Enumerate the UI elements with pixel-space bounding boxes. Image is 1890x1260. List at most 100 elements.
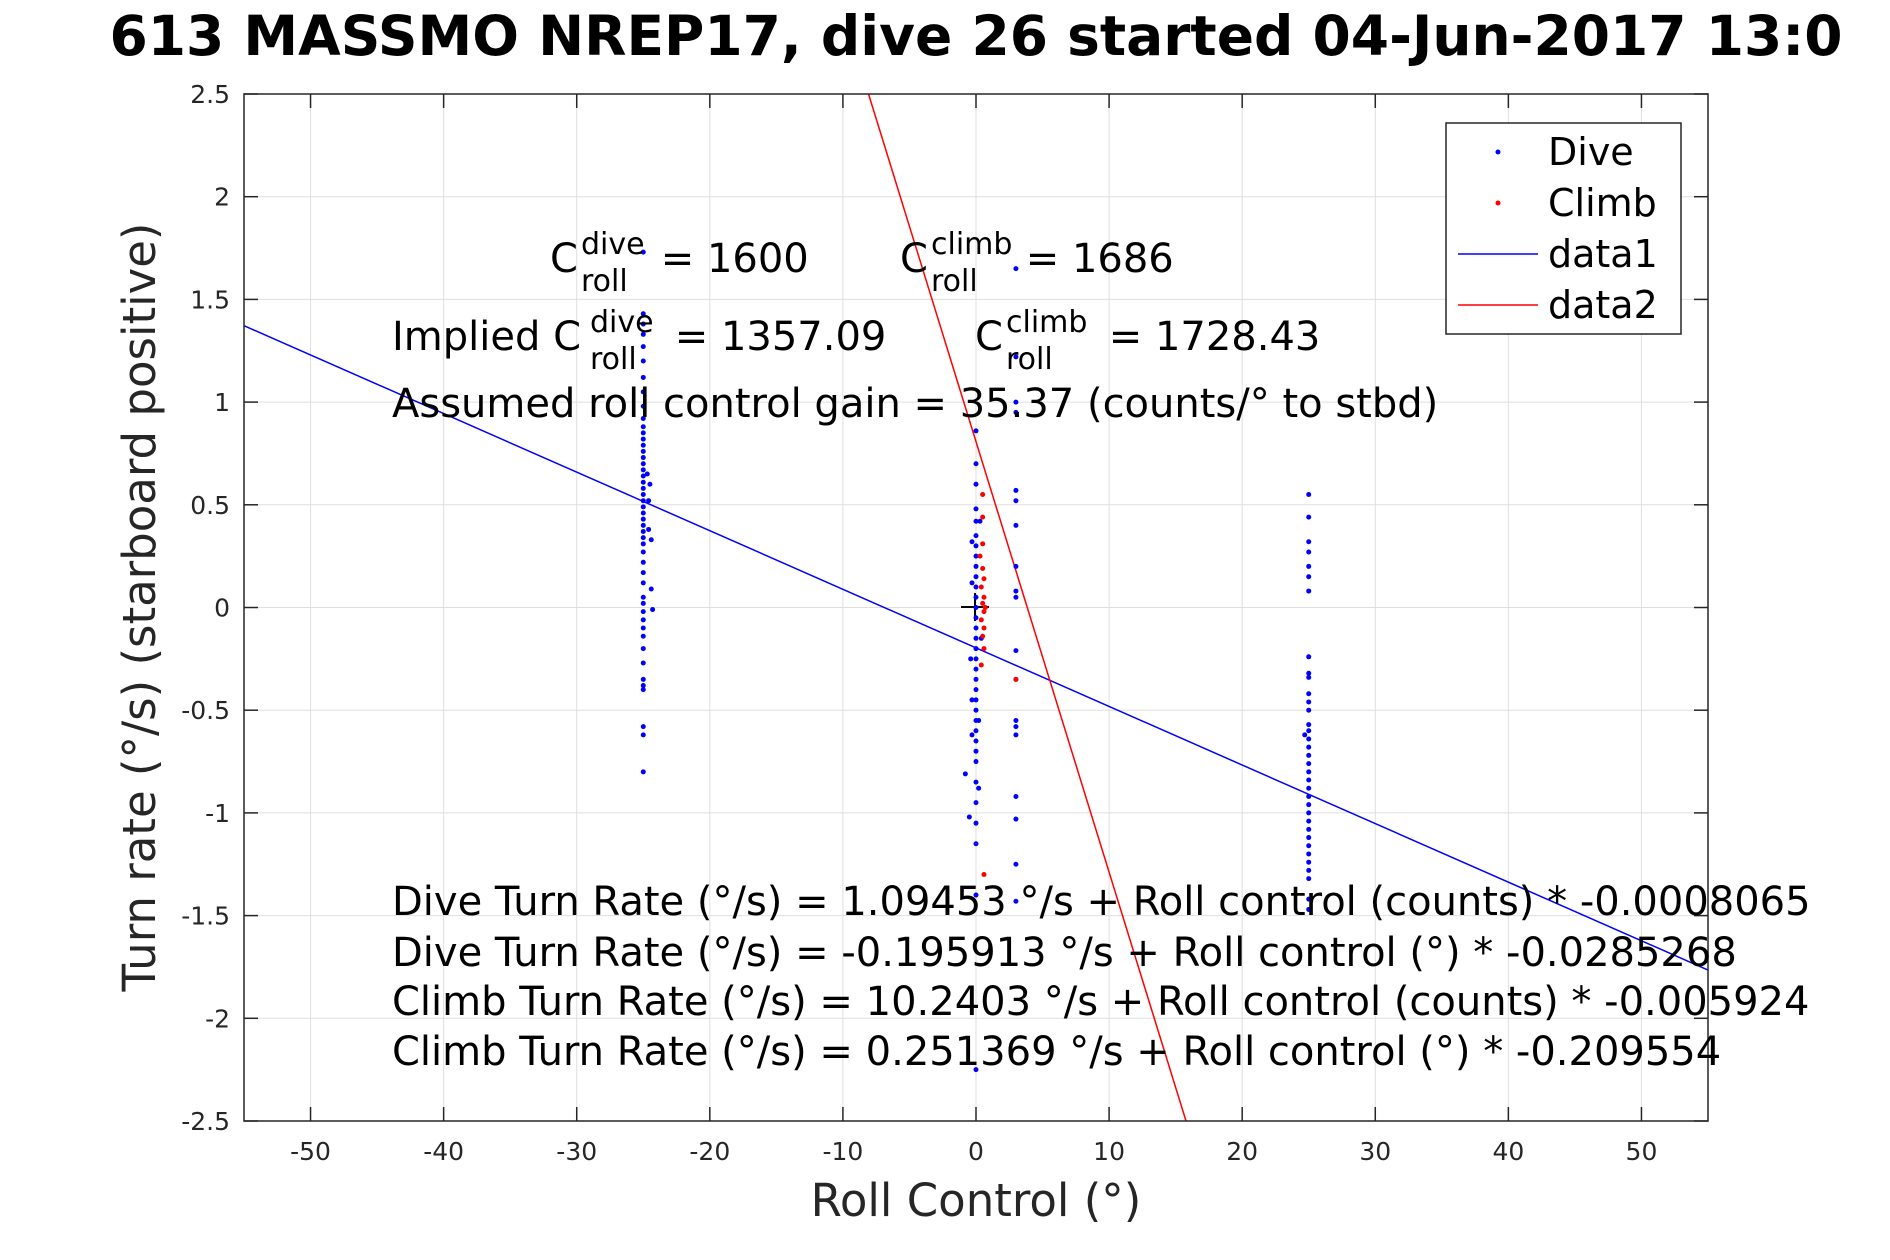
annotation-c-climb-base: C (900, 236, 928, 282)
legend-label-climb: Climb (1548, 181, 1657, 225)
dive-point (640, 461, 646, 467)
dive-point (640, 549, 646, 555)
dive-point (973, 615, 979, 621)
dive-point (640, 311, 646, 317)
dive-point (640, 594, 646, 600)
dive-point (1013, 354, 1019, 360)
dive-point (973, 748, 979, 754)
dive-point (1306, 867, 1312, 873)
climb-point (977, 553, 983, 559)
dive-point (1013, 724, 1019, 730)
dive-point (1306, 514, 1312, 520)
annotation-c-climb-sub: roll (931, 264, 978, 299)
dive-point (973, 697, 979, 703)
dive-point (973, 428, 979, 434)
dive-point (969, 580, 975, 586)
dive-point (1013, 563, 1019, 569)
dive-point (640, 580, 646, 586)
dive-point (640, 430, 646, 436)
dive-point (973, 800, 979, 806)
climb-point (982, 605, 988, 610)
x-tick-label: 0 (968, 1137, 984, 1166)
dive-point (648, 537, 654, 543)
dive-point (1306, 793, 1312, 799)
annotation-implied-dive-value: = 1357.09 (662, 314, 886, 360)
dive-point (640, 389, 646, 395)
dive-point (973, 707, 979, 713)
dive-point (1306, 492, 1312, 498)
dive-point (973, 625, 979, 631)
dive-point (640, 436, 646, 442)
dive-point (640, 455, 646, 461)
dive-point (973, 543, 979, 549)
dive-point (640, 769, 646, 775)
dive-point (1306, 674, 1312, 680)
y-tick-label: 1.5 (190, 285, 230, 314)
dive-point (973, 594, 979, 600)
annotation-gain: Assumed roll control gain = 35.37 (count… (392, 381, 1438, 427)
dive-point (640, 510, 646, 516)
annotation-implied-climb-sup: climb (1006, 305, 1087, 340)
dive-point (969, 732, 975, 738)
fit-equations: Dive Turn Rate (°/s) = 1.09453 °/s + Rol… (392, 879, 1811, 1075)
dive-point (969, 697, 975, 703)
climb-point (981, 576, 987, 582)
y-tick-label: 2.5 (190, 80, 230, 109)
climb-point (981, 609, 987, 615)
dive-point (640, 504, 646, 510)
y-tick-label: -1 (205, 799, 230, 828)
x-axis-label: Roll Control (°) (811, 1174, 1142, 1227)
dive-point (640, 442, 646, 448)
dive-point (973, 687, 979, 693)
climb-point (980, 514, 986, 520)
dive-point (1013, 522, 1019, 528)
y-tick-label: -1.5 (181, 902, 230, 931)
dive-point (640, 492, 646, 498)
climb-point (1013, 676, 1019, 682)
fit-equation-1: Dive Turn Rate (°/s) = 1.09453 °/s + Rol… (392, 879, 1811, 925)
dive-point (973, 481, 979, 487)
legend-marker-climb (1495, 200, 1501, 206)
dive-point (973, 574, 979, 580)
dive-point (1306, 574, 1312, 580)
dive-point (1306, 728, 1312, 734)
dive-point (1306, 670, 1312, 676)
dive-point (1306, 549, 1312, 555)
dive-point (640, 358, 646, 364)
dive-point (1306, 851, 1312, 857)
dive-point (640, 516, 646, 522)
dive-point (640, 732, 646, 738)
dive-point (640, 249, 646, 255)
dive-point (646, 498, 652, 504)
dive-point (973, 728, 979, 734)
dive-point (1013, 409, 1019, 415)
dive-point (1013, 399, 1019, 405)
dive-point (973, 533, 979, 539)
dive-point (976, 717, 982, 723)
dive-point (1306, 802, 1312, 808)
y-tick-label: 2 (214, 183, 230, 212)
dive-point (640, 683, 646, 689)
x-tick-label: 10 (1093, 1137, 1125, 1166)
y-tick-label: 1 (214, 388, 230, 417)
dive-point (1013, 266, 1019, 272)
dive-point (1306, 539, 1312, 545)
dive-point (1306, 835, 1312, 841)
dive-point (973, 563, 979, 569)
dive-point (973, 1067, 979, 1073)
climb-point (978, 584, 984, 590)
x-tick-label: 20 (1226, 1137, 1258, 1166)
dive-point (1306, 769, 1312, 775)
dive-point (1306, 691, 1312, 697)
dive-point (973, 605, 979, 610)
climb-point (980, 565, 986, 571)
x-tick-label: -50 (290, 1137, 331, 1166)
dive-point (973, 779, 979, 785)
dive-point (1013, 498, 1019, 504)
dive-point (1306, 859, 1312, 865)
annotation-c-climb-sup: climb (931, 227, 1012, 262)
dive-point (1306, 654, 1312, 660)
y-tick-label: -2 (205, 1004, 230, 1033)
dive-point (640, 416, 646, 422)
x-tick-label: -40 (423, 1137, 464, 1166)
